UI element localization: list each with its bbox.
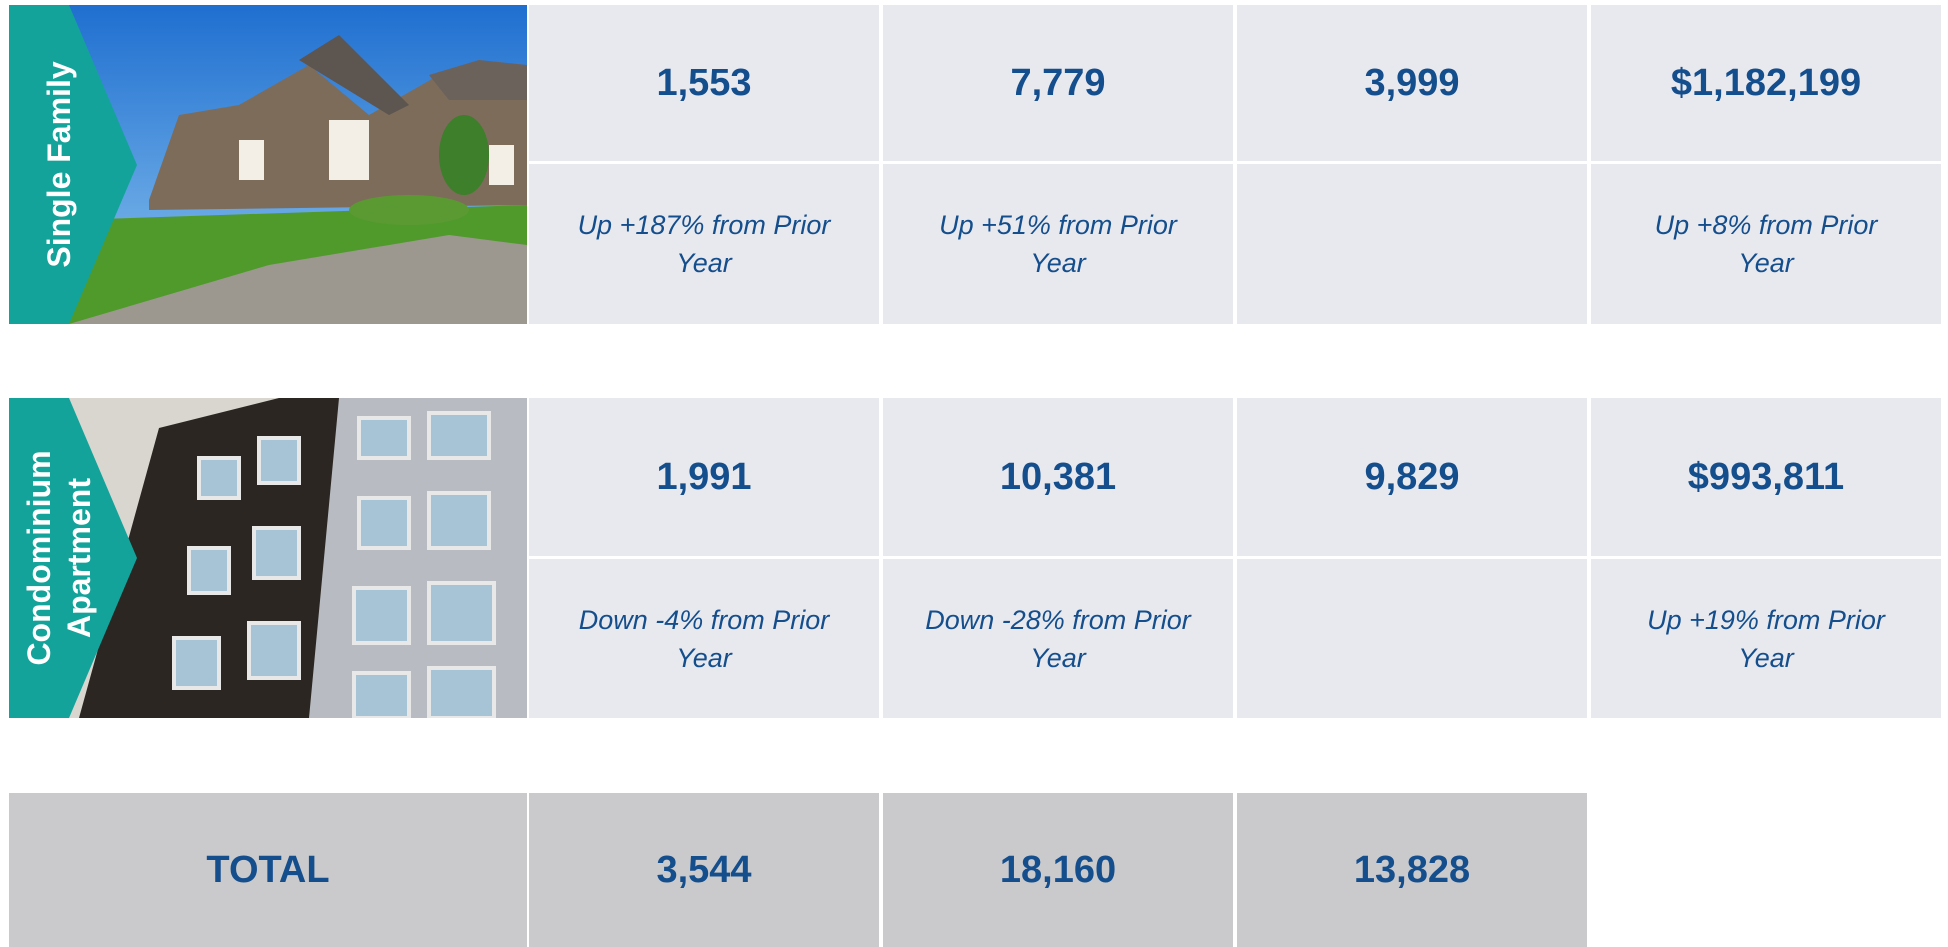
total-cell: 18,160 [883, 793, 1233, 947]
note-cell: Up +8% from Prior Year [1591, 164, 1941, 324]
row-label: Condominium Apartment [21, 450, 97, 666]
value-cell: 9,829 [1237, 398, 1587, 556]
value-cell: 10,381 [883, 398, 1233, 556]
total-label: TOTAL [9, 793, 527, 947]
value-cell: $1,182,199 [1591, 5, 1941, 161]
house-photo [9, 5, 527, 324]
value-cell: 1,553 [529, 5, 879, 161]
row-label: Single Family [41, 61, 77, 268]
total-cell: 3,544 [529, 793, 879, 947]
value-cell: 1,991 [529, 398, 879, 556]
note-cell: Down -4% from Prior Year [529, 559, 879, 718]
value-cell: 3,999 [1237, 5, 1587, 161]
total-cell: 13,828 [1237, 793, 1587, 947]
note-cell: Up +19% from Prior Year [1591, 559, 1941, 718]
note-cell [1237, 559, 1587, 718]
value-cell: $993,811 [1591, 398, 1941, 556]
note-cell: Up +51% from Prior Year [883, 164, 1233, 324]
note-cell: Up +187% from Prior Year [529, 164, 879, 324]
note-cell: Down -28% from Prior Year [883, 559, 1233, 718]
value-cell: 7,779 [883, 5, 1233, 161]
note-cell [1237, 164, 1587, 324]
condo-photo [9, 398, 527, 718]
